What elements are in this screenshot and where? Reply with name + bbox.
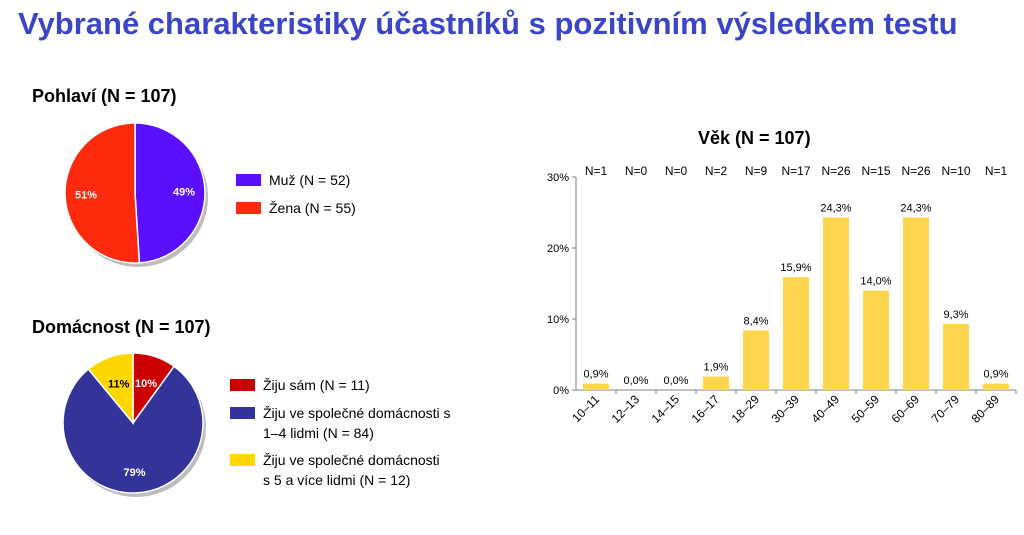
bar-count-label-6: N=26 <box>821 164 850 178</box>
x-tick-label-5: 30–39 <box>769 392 803 426</box>
gender-legend: Muž (N = 52) Žena (N = 55) <box>236 170 436 230</box>
gender-pie-slice-0 <box>134 122 206 264</box>
age-bar-chart: 0% 10% 20% 30% 0,9% N=1 10–11 0,0% N=0 12–13 0,0% N… <box>547 164 1017 426</box>
bar-value-label-10: 0,9% <box>983 369 1008 381</box>
household-legend-label-1: Žiju ve společné domácnosti s 1–4 lidmi (… <box>263 405 451 441</box>
bar-count-label-0: N=1 <box>585 164 608 178</box>
y-tick-label: 20% <box>547 243 569 255</box>
bar-value-label-0: 0,9% <box>583 369 608 381</box>
bar-0 <box>583 383 609 390</box>
gender-chart-title: Pohlaví (N = 107) <box>32 86 177 106</box>
bar-4 <box>743 330 769 390</box>
bar-6 <box>823 217 849 390</box>
bar-count-label-10: N=1 <box>985 164 1008 178</box>
gender-legend-swatch-0 <box>236 174 261 186</box>
bar-count-label-3: N=2 <box>705 164 728 178</box>
bar-count-label-7: N=15 <box>861 164 890 178</box>
gender-pie-chart: 49% 51% <box>64 122 208 267</box>
household-legend: Žiju sám (N = 11) Žiju ve společné domácn… <box>230 375 510 495</box>
gender-legend-label-0: Muž (N = 52) <box>269 172 351 188</box>
x-tick-label-4: 18–29 <box>729 392 763 426</box>
bar-value-label-7: 14,0% <box>860 276 891 288</box>
bar-value-label-9: 9,3% <box>943 309 968 321</box>
household-pie-slice-label-2: 11% <box>108 378 130 390</box>
household-legend-swatch-0 <box>230 379 255 391</box>
x-tick-label-10: 80–89 <box>969 392 1003 426</box>
bar-value-label-2: 0,0% <box>663 375 688 387</box>
bar-count-label-9: N=10 <box>941 164 970 178</box>
bar-count-label-8: N=26 <box>901 164 930 178</box>
gender-pie-slice-label-1: 51% <box>75 190 97 202</box>
household-legend-label-2: Žiju ve společné domácnosti s 5 a více li… <box>263 452 440 488</box>
gender-legend-swatch-1 <box>236 202 261 214</box>
household-pie-slice-1 <box>62 365 204 494</box>
x-tick-label-9: 70–79 <box>929 392 963 426</box>
x-tick-label-2: 14–15 <box>649 392 683 426</box>
y-tick-label: 30% <box>547 172 569 184</box>
household-chart-title: Domácnost (N = 107) <box>32 317 211 337</box>
bar-value-label-1: 0,0% <box>623 375 648 387</box>
household-legend-label-0: Žiju sám (N = 11) <box>263 377 370 393</box>
x-tick-label-7: 50–59 <box>849 392 883 426</box>
household-legend-swatch-2 <box>230 454 255 466</box>
gender-pie-slice-1 <box>64 122 141 264</box>
bar-8 <box>903 217 929 390</box>
gender-legend-label-1: Žena (N = 55) <box>269 200 356 216</box>
age-chart-title: Věk (N = 107) <box>698 128 811 148</box>
bar-count-label-2: N=0 <box>665 164 688 178</box>
x-tick-label-8: 60–69 <box>889 392 923 426</box>
bar-9 <box>943 323 969 390</box>
y-tick-label: 0% <box>553 385 569 397</box>
bar-count-label-5: N=17 <box>781 164 810 178</box>
x-tick-label-3: 16–17 <box>689 392 723 426</box>
bar-count-label-4: N=9 <box>745 164 768 178</box>
household-pie-slice-label-0: 10% <box>135 378 157 390</box>
bar-3 <box>703 376 729 390</box>
household-pie-slice-2 <box>87 352 134 426</box>
x-tick-label-1: 12–13 <box>609 392 643 426</box>
bar-value-label-6: 24,3% <box>820 202 851 214</box>
gender-pie-slice-label-0: 49% <box>173 186 195 198</box>
bar-value-label-3: 1,9% <box>703 362 728 374</box>
bar-10 <box>983 383 1009 390</box>
page-title: Vybrané charakteristiky účastníků s pozi… <box>18 6 958 41</box>
bar-value-label-5: 15,9% <box>780 262 811 274</box>
household-legend-swatch-1 <box>230 407 255 419</box>
x-tick-label-6: 40–49 <box>809 392 843 426</box>
x-tick-label-0: 10–11 <box>569 392 602 425</box>
household-pie-slice-label-1: 79% <box>124 467 146 479</box>
y-tick-label: 10% <box>547 314 569 326</box>
bar-7 <box>863 290 889 390</box>
bar-5 <box>783 277 809 390</box>
bar-value-label-8: 24,3% <box>900 202 931 214</box>
bar-count-label-1: N=0 <box>625 164 648 178</box>
bar-value-label-4: 8,4% <box>743 315 768 327</box>
household-pie-chart: 10% 79% 11% <box>62 352 206 497</box>
